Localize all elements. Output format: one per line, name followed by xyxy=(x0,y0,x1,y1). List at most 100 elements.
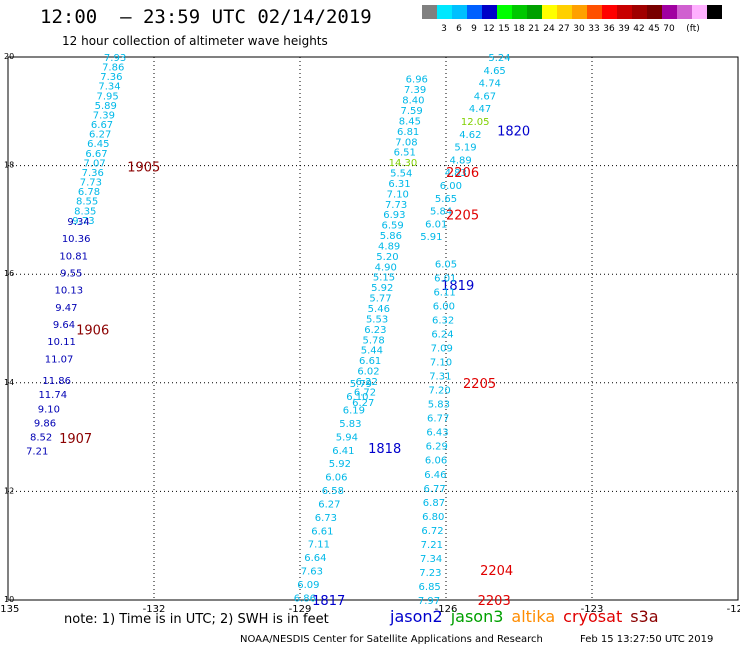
legend-item: s3a xyxy=(630,607,659,626)
wave-height-value: 11.07 xyxy=(45,354,74,365)
wave-height-value: 7.59 xyxy=(400,106,422,117)
wave-height-value: 5.44 xyxy=(361,346,383,357)
wave-height-value: 11.86 xyxy=(42,376,71,387)
wave-height-value: 7.86 xyxy=(102,63,124,74)
wave-height-value: 7.23 xyxy=(419,568,441,579)
color-scale-swatch xyxy=(617,5,632,19)
wave-height-value: 6.29 xyxy=(426,442,448,453)
wave-height-value: 6.80 xyxy=(422,512,444,523)
pass-label: 2204 xyxy=(480,564,513,579)
wave-height-value: 5.15 xyxy=(373,273,395,284)
footer-source: NOAA/NESDIS Center for Satellite Applica… xyxy=(240,634,543,645)
wave-height-value: 5.77 xyxy=(369,294,391,305)
wave-height-value: 7.10 xyxy=(387,189,409,200)
color-scale-label: 21 xyxy=(528,24,540,34)
wave-height-value: 9.10 xyxy=(38,404,60,415)
wave-height-value: 7.34 xyxy=(420,554,442,565)
wave-height-value: 8.35 xyxy=(74,206,96,217)
wave-height-value: 4.62 xyxy=(459,130,481,141)
legend-item: altika xyxy=(511,607,556,626)
wave-height-value: 10.13 xyxy=(55,286,84,297)
color-scale-label: 30 xyxy=(573,24,585,34)
wave-height-value: 8.55 xyxy=(76,197,98,208)
wave-height-value: 6.67 xyxy=(91,120,113,131)
wave-height-value: 4.89 xyxy=(449,155,471,166)
longitude-tick-label: -135 xyxy=(0,604,19,615)
wave-height-value: 6.00 xyxy=(433,301,455,312)
wave-height-value: 7.73 xyxy=(80,178,102,189)
wave-height-value: 6.43 xyxy=(426,428,448,439)
wave-height-value: 6.61 xyxy=(359,356,381,367)
longitude-tick-label: -120 xyxy=(727,604,740,615)
wave-height-value: 6.24 xyxy=(431,329,453,340)
color-scale-label: 70 xyxy=(663,24,675,34)
wave-height-value: 6.58 xyxy=(322,486,344,497)
wave-height-value: 6.46 xyxy=(424,470,446,481)
wave-height-value: 7.34 xyxy=(98,82,120,93)
wave-height-value: 6.85 xyxy=(419,582,441,593)
satellite-legend: jason2 jason3 altika cryosat s3a xyxy=(390,607,667,626)
latitude-tick-label: 14 xyxy=(4,378,14,387)
color-scale-swatch xyxy=(512,5,527,19)
color-scale-label: 9 xyxy=(471,24,477,34)
wave-height-value: 7.09 xyxy=(431,344,453,355)
wave-height-value: 6.73 xyxy=(315,513,337,524)
wave-height-value: 6.06 xyxy=(325,473,347,484)
wave-height-value: 11.74 xyxy=(38,390,67,401)
color-scale-swatch xyxy=(707,5,722,19)
color-scale-label: 15 xyxy=(498,24,510,34)
latitude-tick-label: 10 xyxy=(4,595,14,604)
pass-label: 1906 xyxy=(76,324,109,339)
wave-height-value: 6.00 xyxy=(440,181,462,192)
wave-height-value: 7.36 xyxy=(100,72,122,83)
wave-height-value: 7.63 xyxy=(301,566,323,577)
wave-height-value: 6.59 xyxy=(381,221,403,232)
wave-height-value: 6.51 xyxy=(394,148,416,159)
color-scale-swatch xyxy=(527,5,542,19)
wave-height-value: 7.93 xyxy=(104,53,126,64)
color-scale-label: 45 xyxy=(648,24,660,34)
note-text: note: 1) Time is in UTC; 2) SWH is in fe… xyxy=(64,612,329,627)
wave-height-value: 6.11 xyxy=(433,287,455,298)
wave-height-value: 5.83 xyxy=(428,400,450,411)
wave-height-value: 6.77 xyxy=(424,484,446,495)
wave-height-value: 9.47 xyxy=(55,303,77,314)
legend-item: cryosat xyxy=(563,607,623,626)
wave-height-value: 5.92 xyxy=(371,283,393,294)
legend-item: jason2 xyxy=(390,607,443,626)
latitude-tick-label: 18 xyxy=(4,161,14,170)
wave-height-value: 6.05 xyxy=(435,259,457,270)
wave-height-value: 6.64 xyxy=(304,553,326,564)
wave-height-value: 6.78 xyxy=(78,187,100,198)
wave-height-value: 6.87 xyxy=(423,498,445,509)
color-scale-label: 12 xyxy=(483,24,495,34)
pass-label: 1817 xyxy=(312,594,345,609)
wave-height-value: 14.30 xyxy=(389,158,418,169)
color-scale-unit: (ft) xyxy=(686,24,700,34)
wave-height-value: 5.83 xyxy=(339,419,361,430)
wave-height-value: 5.84 xyxy=(430,207,452,218)
wave-height-value: 6.41 xyxy=(332,446,354,457)
pass-label: 1907 xyxy=(59,432,92,447)
wave-height-value: 6.67 xyxy=(85,149,107,160)
wave-height-value: 10.81 xyxy=(59,251,88,262)
wave-height-value: 7.97 xyxy=(418,596,440,607)
wave-height-value: 9.55 xyxy=(60,269,82,280)
wave-height-value: 6.27 xyxy=(318,499,340,510)
wave-height-value: 4.90 xyxy=(375,262,397,273)
page-title: 12:00 – 23:59 UTC 02/14/2019 xyxy=(40,6,372,28)
color-scale-swatch xyxy=(497,5,512,19)
wave-height-value: 6.01 xyxy=(434,273,456,284)
wave-height-value: 6.32 xyxy=(432,315,454,326)
wave-height-value: 6.72 xyxy=(354,387,376,398)
wave-height-value: 6.01 xyxy=(425,219,447,230)
wave-height-value: 5.94 xyxy=(336,432,358,443)
wave-height-value: 6.10 xyxy=(346,392,368,403)
pass-label: 2203 xyxy=(478,594,511,609)
pass-label: 1820 xyxy=(497,124,530,139)
wave-height-value: 7.10 xyxy=(430,358,452,369)
wave-height-value: 5.79 xyxy=(350,379,372,390)
wave-height-value: 5.91 xyxy=(420,232,442,243)
wave-height-value: 6.27 xyxy=(352,398,374,409)
wave-height-value: 6.86 xyxy=(294,593,316,604)
